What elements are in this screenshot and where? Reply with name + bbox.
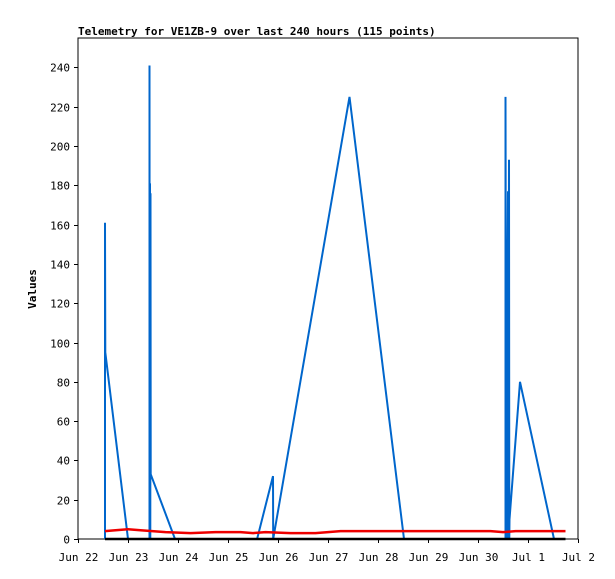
- x-tick-label: Jun 28: [359, 551, 399, 564]
- y-tick-label: 120: [50, 298, 70, 311]
- y-tick-label: 20: [57, 495, 70, 508]
- chart-title: Telemetry for VE1ZB-9 over last 240 hour…: [78, 25, 436, 38]
- y-axis: 0 20 40 60 80 100 120 140 160 180 200 220 240: [50, 62, 78, 547]
- x-tick-label: Jun 24: [159, 551, 199, 564]
- series-2: [104, 527, 566, 535]
- series-line-2: [104, 527, 566, 535]
- y-tick-label: 60: [57, 416, 70, 429]
- y-tick-label: 0: [63, 534, 70, 547]
- x-tick-label: Jun 30: [459, 551, 499, 564]
- x-tick-label: Jun 27: [309, 551, 349, 564]
- x-tick-label: Jun 22: [59, 551, 99, 564]
- series-1: [104, 65, 555, 540]
- plot-area: [77, 37, 579, 540]
- series-line-1: [104, 65, 555, 540]
- x-tick-label: Jun 26: [259, 551, 299, 564]
- y-axis-label: Values: [26, 269, 39, 309]
- y-tick-label: 200: [50, 141, 70, 154]
- y-tick-label: 180: [50, 180, 70, 193]
- y-tick-label: 160: [50, 220, 70, 233]
- y-tick-label: 40: [57, 455, 70, 468]
- x-tick-label: Jun 29: [409, 551, 449, 564]
- plot-frame: [77, 37, 579, 540]
- x-tick-label: Jul 2: [562, 551, 595, 564]
- y-tick-label: 240: [50, 62, 70, 75]
- x-tick-label: Jul 1: [512, 551, 545, 564]
- x-tick-label: Jun 23: [109, 551, 149, 564]
- y-tick-label: 80: [57, 377, 70, 390]
- y-tick-label: 100: [50, 338, 70, 351]
- series-layer: [104, 65, 566, 541]
- y-tick-label: 220: [50, 102, 70, 115]
- y-tick-label: 140: [50, 259, 70, 272]
- x-axis: Jun 22 Jun 23 Jun 24 Jun 25 Jun 26 Jun 27 Jun …: [59, 539, 595, 564]
- x-tick-label: Jun 25: [209, 551, 249, 564]
